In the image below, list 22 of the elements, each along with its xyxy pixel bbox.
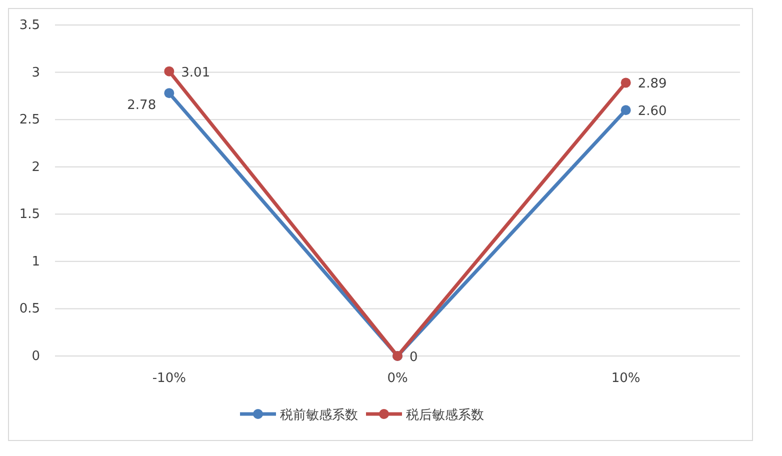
x-tick-label: -10% bbox=[152, 371, 186, 386]
y-tick-label: 0 bbox=[32, 349, 40, 364]
point bbox=[164, 66, 174, 76]
data-label: 2.78 bbox=[127, 98, 156, 114]
legend-label: 税后敏感系数 bbox=[406, 408, 484, 423]
y-tick-label: 3.5 bbox=[19, 18, 40, 33]
data-label: 0 bbox=[410, 350, 418, 365]
data-label: 3.01 bbox=[181, 65, 210, 80]
legend-label: 税前敏感系数 bbox=[280, 408, 358, 423]
data-label: 2.60 bbox=[638, 104, 667, 120]
point bbox=[620, 105, 631, 116]
y-tick-label: 2 bbox=[32, 160, 40, 175]
point bbox=[620, 78, 631, 88]
x-tick-label: 0% bbox=[387, 371, 408, 386]
y-tick-label: 3 bbox=[32, 65, 40, 80]
data-label: 2.89 bbox=[638, 76, 667, 92]
point bbox=[164, 88, 174, 98]
y-tick-label: 2.5 bbox=[19, 112, 40, 128]
y-tick-label: 1 bbox=[32, 254, 40, 270]
x-tick-label: 10% bbox=[611, 371, 640, 386]
y-tick-label: 0.5 bbox=[19, 302, 40, 317]
y-tick-label: 1.5 bbox=[19, 207, 40, 222]
